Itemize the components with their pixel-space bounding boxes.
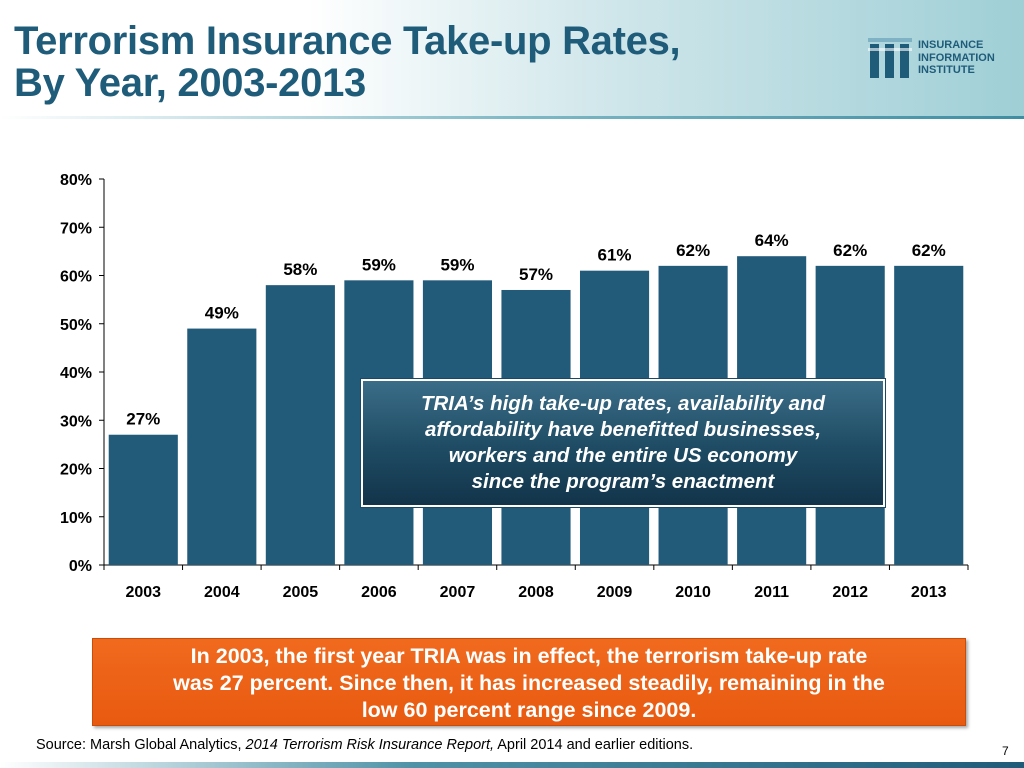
x-tick-label: 2012: [832, 584, 868, 601]
iii-logo-icon: [868, 38, 912, 78]
data-label: 62%: [833, 241, 867, 260]
bar: [108, 434, 178, 565]
y-tick-label: 20%: [60, 462, 92, 479]
data-label: 59%: [362, 255, 396, 274]
logo-text-line-2: INFORMATION: [918, 51, 995, 64]
data-label: 49%: [205, 304, 239, 323]
data-label: 61%: [598, 246, 632, 265]
data-label: 64%: [755, 231, 789, 250]
source-report-title: 2014 Terrorism Risk Insurance Report,: [245, 737, 495, 753]
x-tick-label: 2008: [518, 584, 554, 601]
callout-line-2: affordability have benefitted businesses…: [424, 418, 822, 441]
y-tick-label: 10%: [60, 510, 92, 527]
iii-logo: INSURANCE INFORMATION INSTITUTE: [868, 38, 1018, 80]
data-label: 59%: [440, 255, 474, 274]
logo-text-line-3: INSTITUTE: [918, 64, 975, 76]
bar: [187, 328, 257, 565]
y-tick-label: 80%: [60, 172, 92, 189]
source-citation: Source: Marsh Global Analytics, 2014 Ter…: [36, 737, 693, 753]
x-tick-label: 2009: [597, 584, 633, 601]
bar: [894, 265, 964, 565]
y-tick-label: 50%: [60, 317, 92, 334]
data-label: 62%: [912, 241, 946, 260]
data-label: 58%: [283, 260, 317, 279]
summary-note: In 2003, the first year TRIA was in effe…: [92, 638, 966, 726]
summary-line-2: was 27 percent. Since then, it has incre…: [173, 671, 885, 695]
summary-line-3: low 60 percent range since 2009.: [361, 698, 697, 722]
y-tick-label: 60%: [60, 269, 92, 286]
callout-line-3: workers and the entire US economy: [448, 444, 798, 467]
footer-band: [0, 762, 1024, 768]
x-tick-label: 2003: [125, 584, 161, 601]
slide-title-line-1: Terrorism Insurance Take-up Rates,: [14, 19, 681, 63]
logo-text-line-1: INSURANCE: [918, 39, 984, 51]
slide-title: Terrorism Insurance Take-up Rates, By Ye…: [14, 20, 834, 104]
callout-line-1: TRIA’s high take-up rates, availability …: [420, 392, 826, 415]
x-tick-label: 2010: [675, 584, 711, 601]
x-tick-label: 2005: [283, 584, 319, 601]
page-number: 7: [1002, 744, 1009, 758]
source-suffix: April 2014 and earlier editions.: [494, 737, 694, 753]
slide-title-line-2: By Year, 2003-2013: [14, 61, 366, 105]
callout-line-4: since the program’s enactment: [471, 470, 775, 493]
summary-line-1: In 2003, the first year TRIA was in effe…: [190, 644, 868, 668]
x-tick-label: 2013: [911, 584, 947, 601]
source-prefix: Source: Marsh Global Analytics,: [36, 737, 246, 753]
x-tick-label: 2007: [440, 584, 476, 601]
data-label: 27%: [126, 410, 160, 429]
x-tick-label: 2004: [204, 584, 240, 601]
callout-box: TRIA’s high take-up rates, availability …: [360, 378, 886, 508]
logo-text: INSURANCE INFORMATION INSTITUTE: [918, 39, 995, 77]
y-tick-label: 70%: [60, 220, 92, 237]
y-tick-label: 0%: [69, 558, 92, 575]
x-tick-label: 2006: [361, 584, 397, 601]
x-tick-label: 2011: [754, 584, 789, 601]
data-label: 57%: [519, 265, 553, 284]
bar: [265, 285, 335, 565]
header-divider: [0, 116, 1024, 119]
data-label: 62%: [676, 241, 710, 260]
y-tick-label: 30%: [60, 413, 92, 430]
header-band: [0, 0, 1024, 118]
y-tick-label: 40%: [60, 365, 92, 382]
